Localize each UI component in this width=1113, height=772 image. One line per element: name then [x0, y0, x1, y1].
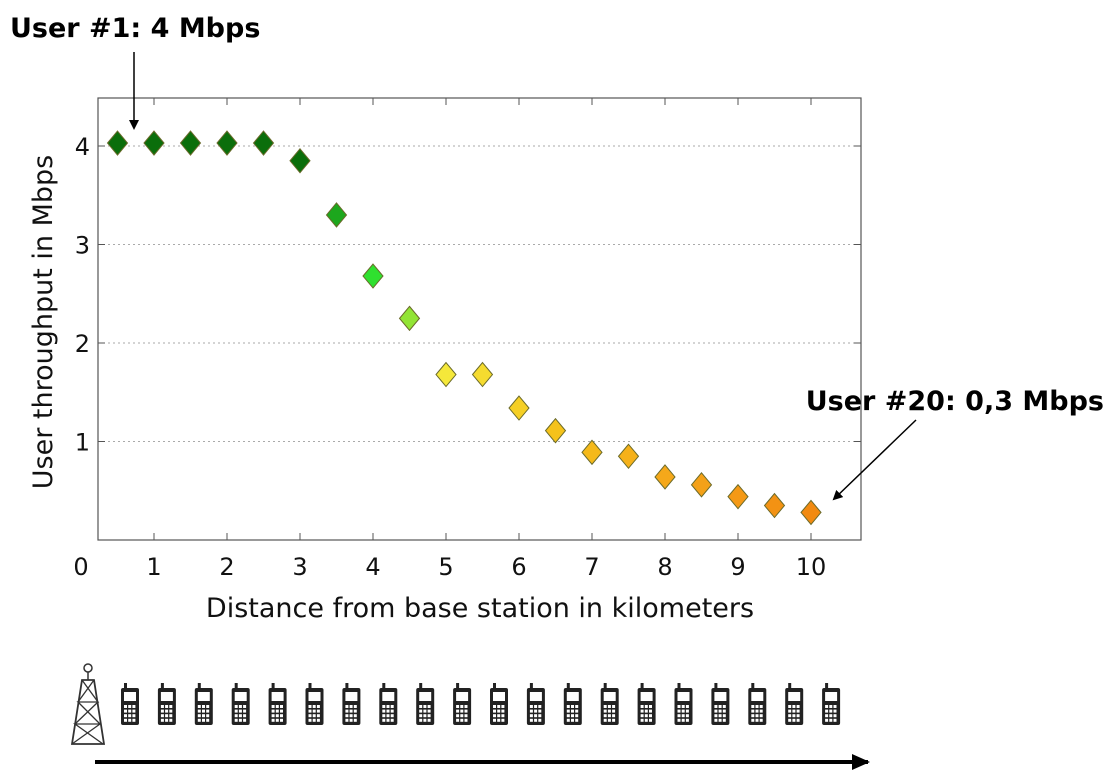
data-point-9: [398, 305, 421, 332]
mobile-phone-icon: [711, 683, 730, 725]
mobile-phone-icon: [563, 683, 582, 725]
mobile-phone-icon: [379, 683, 398, 725]
x-tick-labels: 0 1 2 3 4 5 6 7 8 9 10: [73, 553, 826, 581]
mobile-phone-icon: [600, 683, 619, 725]
annotations: User #1: 4 Mbps User #20: 0,3 Mbps: [10, 13, 1104, 501]
mobile-phone-icon: [748, 683, 767, 725]
mobile-phone-icon: [305, 683, 324, 725]
mobile-phone-icon: [157, 683, 176, 725]
mobile-phone-icon: [231, 683, 250, 725]
data-point-12: [508, 395, 530, 421]
mobile-phone-icon: [490, 683, 508, 725]
data-point-19: [763, 492, 786, 519]
data-point-17: [690, 472, 713, 498]
x-tick-label: 10: [796, 553, 827, 581]
data-point-7: [325, 202, 348, 228]
x-tick-label: 3: [292, 553, 307, 581]
y-tick-label: 4: [75, 133, 90, 161]
cell-tower-icon: [70, 663, 106, 745]
x-tick-label: 9: [730, 553, 745, 581]
mobile-phones: [121, 683, 841, 725]
axis-ticks: [98, 98, 861, 540]
mobile-phone-icon: [526, 683, 545, 725]
data-point-18: [727, 483, 749, 510]
gridlines: [98, 145, 861, 442]
x-tick-label: 1: [146, 553, 161, 581]
data-point-4: [216, 130, 238, 156]
mobile-phone-icon: [785, 683, 804, 725]
x-tick-label: 4: [365, 553, 380, 581]
data-point-15: [617, 443, 640, 470]
data-point-3: [179, 130, 202, 156]
data-points: [106, 130, 822, 526]
data-point-8: [362, 263, 384, 289]
mobile-phone-icon: [822, 683, 841, 725]
x-tick-label: 0: [73, 553, 88, 581]
data-point-6: [289, 147, 311, 174]
mobile-phone-icon: [453, 683, 472, 725]
y-axis-title: User throughput in Mbps: [28, 155, 59, 489]
mobile-phone-icon: [268, 683, 287, 725]
annotation-user-20-arrow: [832, 419, 917, 501]
data-point-1: [106, 130, 129, 156]
mobile-phone-icon: [194, 683, 213, 725]
mobile-phone-icon: [342, 683, 361, 725]
mobile-phone-icon: [674, 683, 693, 725]
x-tick-label: 8: [657, 553, 672, 581]
y-tick-label: 1: [75, 429, 90, 457]
y-tick-label: 3: [75, 232, 90, 260]
x-tick-label: 5: [438, 553, 453, 581]
annotation-user-1: User #1: 4 Mbps: [10, 13, 260, 44]
network-illustration: [70, 663, 870, 770]
data-point-13: [544, 417, 567, 444]
mobile-phone-icon: [121, 683, 139, 725]
x-tick-label: 7: [584, 553, 599, 581]
data-point-16: [654, 464, 676, 490]
y-tick-label: 2: [75, 330, 90, 358]
annotation-user-20: User #20: 0,3 Mbps: [806, 386, 1104, 417]
mobile-phone-icon: [416, 683, 435, 725]
data-point-20: [800, 499, 822, 526]
data-point-14: [581, 439, 603, 466]
data-point-5: [252, 130, 275, 156]
x-axis-title: Distance from base station in kilometers: [206, 593, 754, 624]
mobile-phone-icon: [637, 683, 656, 725]
y-tick-labels: 1 2 3 4: [75, 133, 90, 457]
data-point-10: [435, 361, 457, 388]
data-point-11: [471, 361, 494, 388]
data-point-2: [143, 130, 165, 156]
plot-area: [97, 97, 862, 541]
x-tick-label: 2: [219, 553, 234, 581]
x-tick-label: 6: [511, 553, 526, 581]
